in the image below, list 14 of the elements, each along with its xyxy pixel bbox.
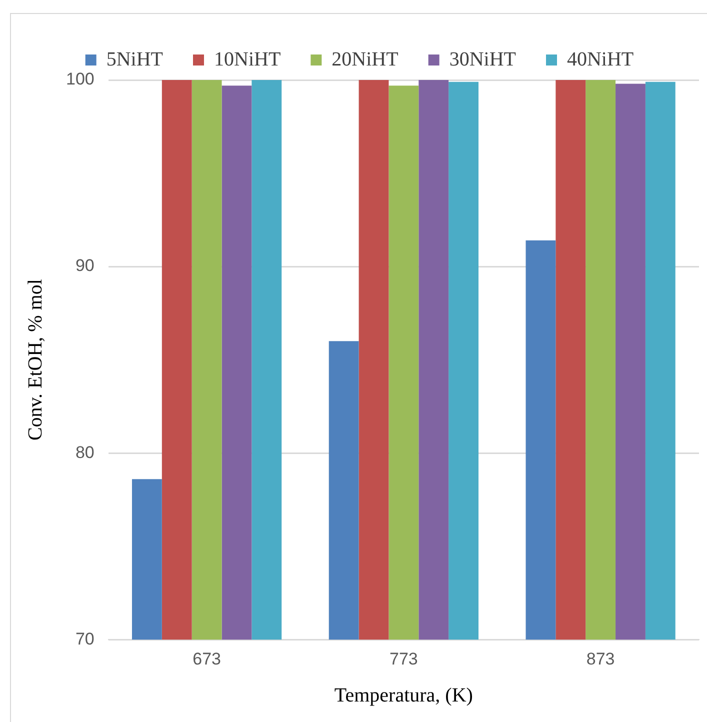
legend-label: 20NiHT [332, 48, 398, 70]
legend-label: 5NiHT [106, 48, 164, 70]
legend-label: 30NiHT [449, 48, 516, 70]
x-tick-label: 673 [192, 649, 221, 668]
x-tick-label: 773 [389, 649, 418, 668]
y-tick-label: 90 [75, 256, 94, 276]
y-tick-label: 70 [75, 629, 94, 648]
x-axis-title: Temperatura, (K) [334, 684, 473, 706]
legend-label: 40NiHT [566, 48, 634, 70]
y-axis-title: Conv. EtOH, % mol [24, 278, 46, 441]
legend-label: 10NiHT [214, 48, 281, 70]
x-tick-label: 873 [586, 649, 615, 668]
y-tick-label: 80 [75, 442, 94, 462]
y-tick-label: 100 [66, 70, 94, 89]
